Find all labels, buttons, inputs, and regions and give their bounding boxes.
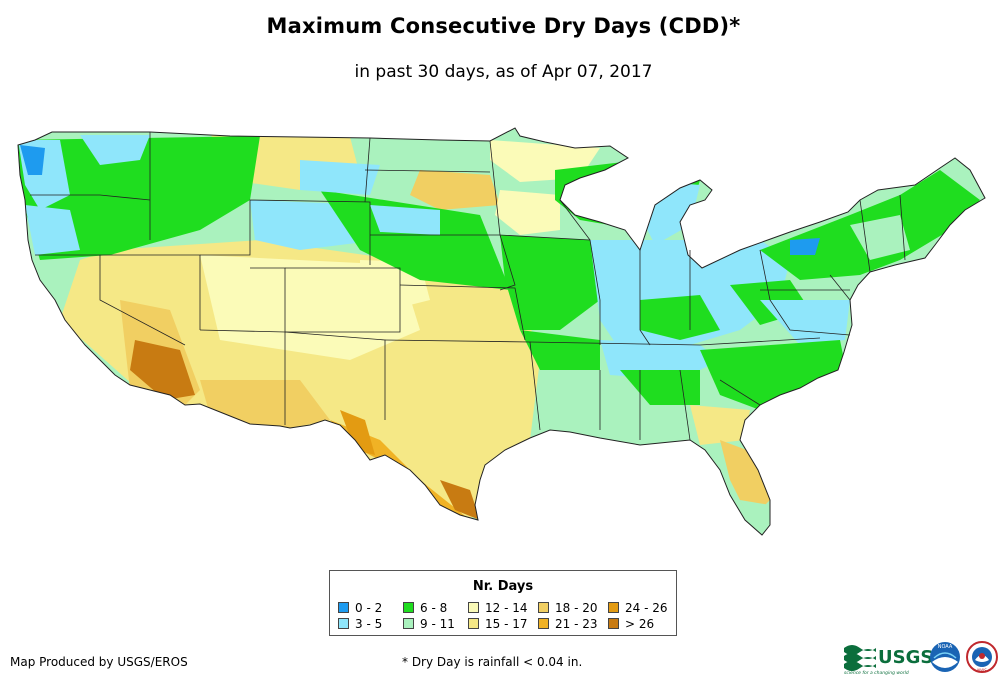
legend-swatch: [538, 602, 549, 613]
usgs-logo: USGS science for a changing world: [844, 645, 933, 676]
legend-label: > 26: [625, 617, 655, 631]
legend: Nr. Days 0 - 2 3 - 5 6 - 8 9 - 11 12 - 14 15 …: [329, 570, 677, 636]
us-cdd-map: [17, 127, 986, 536]
legend-swatch: [538, 618, 549, 629]
legend-swatch: [338, 618, 349, 629]
legend-item: 0 - 2: [338, 602, 382, 615]
legend-label: 24 - 26: [625, 601, 668, 615]
legend-label: 0 - 2: [355, 601, 383, 615]
legend-label: 9 - 11: [420, 617, 455, 631]
legend-swatch: [468, 618, 479, 629]
legend-item: 21 - 23: [538, 618, 598, 631]
agency-logos: USGS science for a changing world NOAA N…: [844, 641, 998, 676]
noaa-wordmark: NOAA: [938, 644, 953, 650]
usgs-wordmark: USGS: [878, 647, 933, 668]
map-subtitle: in past 30 days, as of Apr 07, 2017: [354, 62, 653, 82]
nws-wordmark: NWS: [977, 668, 987, 673]
legend-title: Nr. Days: [472, 579, 534, 594]
map-producer-credit: Map Produced by USGS/EROS: [10, 655, 188, 669]
noaa-logo: NOAA: [930, 642, 960, 672]
legend-swatch: [608, 602, 619, 613]
legend-label: 15 - 17: [485, 617, 528, 631]
legend-item: 24 - 26: [608, 602, 668, 615]
legend-item: 6 - 8: [403, 602, 447, 615]
legend-swatch: [468, 602, 479, 613]
legend-item: 18 - 20: [538, 602, 598, 615]
legend-label: 6 - 8: [420, 601, 448, 615]
legend-item: > 26: [608, 618, 654, 631]
legend-label: 12 - 14: [485, 601, 528, 615]
nws-logo: NWS: [966, 641, 998, 673]
legend-swatch: [608, 618, 619, 629]
legend-item: 3 - 5: [338, 618, 382, 631]
legend-item: 15 - 17: [468, 618, 528, 631]
legend-swatch: [403, 602, 414, 613]
map-title: Maximum Consecutive Dry Days (CDD)*: [266, 14, 741, 38]
legend-item: 9 - 11: [403, 618, 455, 631]
legend-label: 21 - 23: [555, 617, 598, 631]
legend-swatch: [403, 618, 414, 629]
legend-label: 3 - 5: [355, 617, 383, 631]
usgs-tagline: science for a changing world: [844, 670, 909, 676]
legend-swatch: [338, 602, 349, 613]
dry-day-footnote: * Dry Day is rainfall < 0.04 in.: [402, 655, 583, 669]
legend-item: 12 - 14: [468, 602, 528, 615]
legend-label: 18 - 20: [555, 601, 598, 615]
